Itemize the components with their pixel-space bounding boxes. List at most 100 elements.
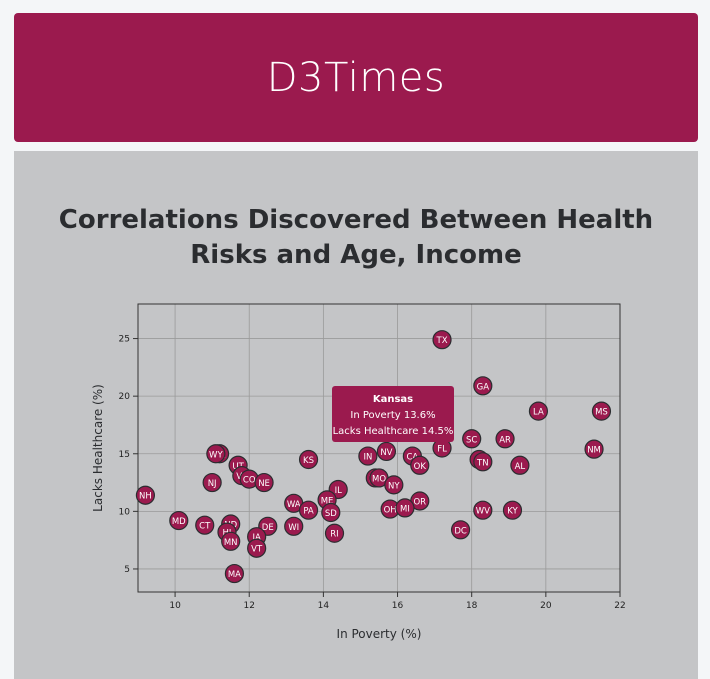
state-marker-mi: MI: [395, 498, 415, 518]
state-label: RI: [330, 530, 338, 540]
state-circle: [584, 439, 604, 459]
x-tick-label: 16: [392, 601, 404, 611]
state-label: MO: [372, 474, 386, 484]
tooltip-poverty: In Poverty 13.6%: [350, 410, 435, 421]
state-label: DC: [454, 526, 467, 536]
chart-panel: Correlations Discovered Between Health R…: [14, 151, 698, 679]
x-tick-label: 20: [540, 601, 552, 611]
state-label: MS: [595, 408, 608, 418]
state-label: AR: [499, 435, 511, 445]
state-marker-md: MD: [169, 510, 189, 531]
state-label: SC: [466, 435, 477, 445]
state-label: NV: [380, 448, 392, 458]
state-label: AL: [515, 462, 526, 472]
state-marker-nj: NJ: [202, 472, 222, 493]
state-marker-ri: RI: [324, 523, 345, 543]
state-marker-tn: TN: [473, 452, 493, 472]
state-marker-nh: NH: [135, 485, 156, 505]
y-tick-label: 10: [119, 507, 131, 517]
state-label: NY: [388, 481, 400, 491]
state-marker-pa: PA: [298, 500, 319, 520]
chart-heading-line2: Risks and Age, Income: [190, 240, 522, 270]
plot-frame: [137, 303, 621, 593]
state-marker-tx: TX: [432, 330, 452, 350]
state-marker-sc: SC: [462, 429, 482, 449]
state-circle: [254, 472, 274, 493]
state-marker-ky: KY: [502, 500, 523, 520]
state-label: OR: [413, 497, 426, 507]
state-label: WA: [287, 500, 301, 510]
state-label: WY: [209, 450, 223, 460]
state-label: IL: [335, 486, 343, 496]
state-circle: [473, 500, 493, 520]
state-marker-wv: WV: [473, 500, 493, 520]
state-label: MI: [400, 504, 410, 514]
state-label: LA: [533, 408, 544, 418]
tooltip: Kansas In Poverty 13.6% Lacks Healthcare 1…: [332, 386, 454, 442]
state-marker-mn: MN: [221, 531, 241, 551]
state-marker-wy: WY: [206, 444, 226, 464]
state-marker-al: AL: [510, 455, 530, 475]
state-circle: [432, 330, 452, 350]
state-circle: [298, 449, 319, 470]
x-tick-label: 12: [244, 601, 255, 611]
state-marker-sd: SD: [321, 502, 341, 523]
x-tick-label: 10: [169, 601, 181, 611]
state-marker-ms: MS: [591, 401, 612, 421]
state-marker-ny: NY: [384, 475, 404, 495]
state-label: MN: [224, 538, 238, 548]
y-axis-label: Lacks Healthcare (%): [91, 384, 105, 512]
state-circle: [473, 376, 493, 396]
state-marker-ar: AR: [495, 429, 515, 449]
state-circle: [450, 520, 471, 540]
x-tick-label: 14: [318, 601, 330, 611]
state-label: NH: [139, 492, 152, 502]
state-label: PA: [303, 507, 314, 517]
state-circle: [410, 455, 430, 475]
state-marker-ok: OK: [410, 455, 430, 475]
state-marker-nm: NM: [584, 439, 604, 459]
state-circle: [195, 515, 215, 535]
state-marker-ma: MA: [224, 563, 244, 584]
state-circle: [591, 401, 612, 421]
state-marker-ga: GA: [473, 376, 493, 396]
state-marker-ks: KS: [298, 449, 319, 470]
state-circle: [206, 444, 226, 464]
state-label: WV: [476, 507, 490, 517]
state-label: IA: [252, 533, 261, 543]
state-circle: [202, 472, 222, 493]
chart-heading: Correlations Discovered Between Health R…: [14, 203, 698, 273]
y-tick-label: 25: [119, 335, 130, 345]
state-marker-ne: NE: [254, 472, 274, 493]
site-title: D3Times: [266, 54, 446, 101]
state-circle: [462, 429, 482, 449]
y-tick-label: 20: [119, 392, 131, 402]
state-circle: [224, 563, 244, 584]
state-label: TX: [436, 336, 448, 346]
state-label: WI: [288, 523, 299, 533]
state-label: IN: [363, 453, 372, 463]
state-circle: [495, 429, 515, 449]
scatter-chart: 10 12 14 16 18 20 22 5 10 15 20 25 In Poverty (%) Lac…: [91, 303, 626, 641]
state-label: ME: [321, 496, 334, 506]
state-circle: [502, 500, 523, 520]
state-circle: [221, 531, 241, 551]
state-circle: [528, 401, 549, 421]
x-tick-label: 18: [466, 601, 478, 611]
tooltip-box: [332, 386, 454, 442]
state-label: TN: [476, 458, 489, 468]
state-label: FL: [437, 445, 447, 455]
state-circle: [169, 510, 189, 531]
state-marker-in: IN: [358, 446, 378, 466]
state-marker-ct: CT: [195, 515, 215, 535]
state-label: CO: [243, 476, 256, 486]
state-label: NE: [258, 479, 270, 489]
state-marker-nv: NV: [376, 441, 397, 462]
state-circle: [473, 452, 493, 472]
state-label: CA: [406, 453, 418, 463]
state-label: MA: [228, 570, 241, 580]
state-circle: [358, 446, 378, 466]
state-label: KS: [303, 456, 314, 466]
state-marker-wi: WI: [284, 516, 304, 536]
state-circle: [395, 498, 415, 518]
